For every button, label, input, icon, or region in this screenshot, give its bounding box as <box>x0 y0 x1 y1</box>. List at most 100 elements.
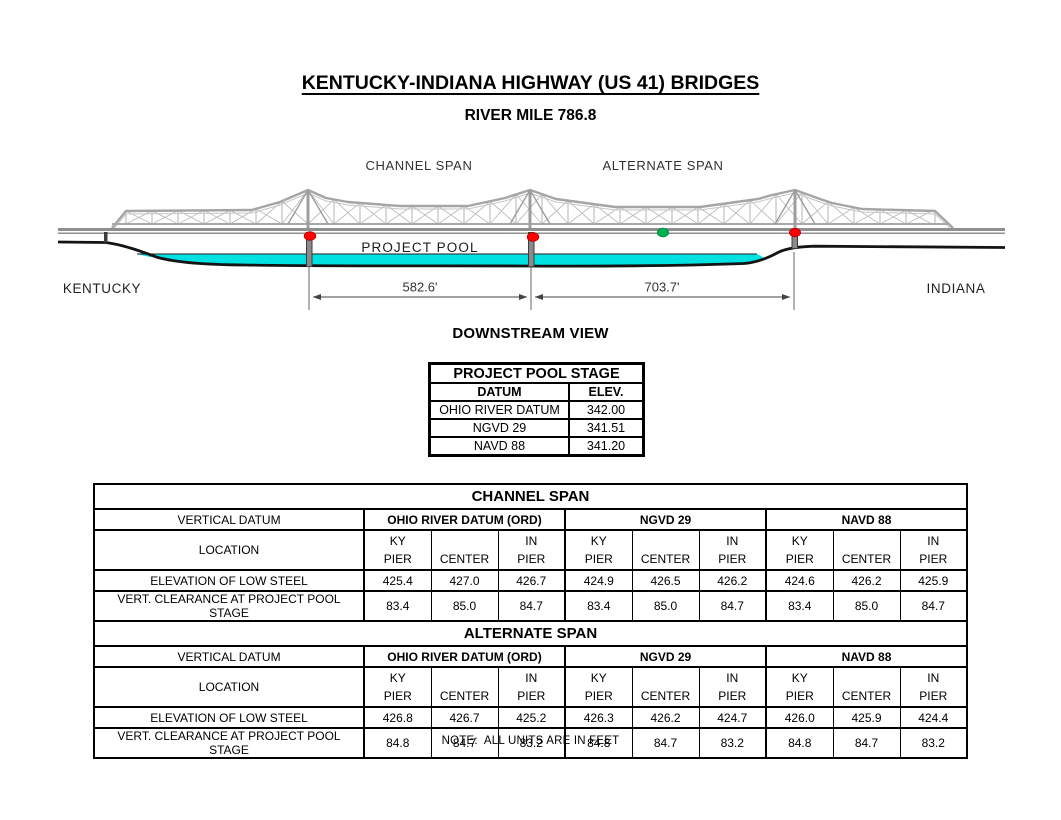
elev-cell: 342.00 <box>568 400 645 420</box>
table-row: OHIO RIVER DATUM 342.00 <box>428 400 645 420</box>
truss-top-chord <box>111 188 954 229</box>
datum-header-row: VERTICAL DATUM OHIO RIVER DATUM (ORD) NG… <box>93 508 968 531</box>
project-pool-label: PROJECT POOL <box>361 240 478 255</box>
table-row: NGVD 29 341.51 <box>428 418 645 438</box>
datum-group-header: NAVD 88 <box>765 645 968 668</box>
location-header-row: LOCATION KY PIER CENTER IN PIER KY PIER CEN… <box>93 666 968 708</box>
bridge-elevation-drawing: CHANNEL SPAN ALTERNATE SPAN PROJECT POOL… <box>57 158 1006 310</box>
view-caption: DOWNSTREAM VIEW <box>452 325 609 342</box>
elev-value: 424.7 <box>698 706 767 729</box>
clearance-label: VERT. CLEARANCE AT PROJECT POOL STAGE <box>93 590 365 622</box>
clearance-value: 83.4 <box>363 590 432 622</box>
elevation-label: ELEVATION OF LOW STEEL <box>93 569 365 592</box>
elev-value: 426.2 <box>631 706 700 729</box>
project-pool-stage-table: PROJECT POOL STAGE DATUM ELEV. OHIO RIVE… <box>428 362 645 457</box>
units-note: NOTE: ALL UNITS ARE IN FEET <box>441 735 620 747</box>
elev-cell: 341.20 <box>568 436 645 457</box>
kentucky-label: KENTUCKY <box>63 281 141 296</box>
clearance-label: VERT. CLEARANCE AT PROJECT POOL STAGE <box>93 727 365 759</box>
datum-group-header: OHIO RIVER DATUM (ORD) <box>363 645 566 668</box>
page-title: KENTUCKY-INDIANA HIGHWAY (US 41) BRIDGES <box>301 72 760 94</box>
table-row: DATUM ELEV. <box>428 382 645 402</box>
alternate-span-label: ALTERNATE SPAN <box>602 158 723 173</box>
elev-value: 426.0 <box>765 706 834 729</box>
page-subtitle: RIVER MILE 786.8 <box>464 107 597 124</box>
datum-cell: NGVD 29 <box>428 418 570 438</box>
clearance-value: 85.0 <box>832 590 901 622</box>
clearance-value: 83.2 <box>698 727 767 759</box>
pier-markers <box>303 227 802 242</box>
clearance-value: 84.7 <box>430 727 499 759</box>
red-pier-marker <box>526 232 540 242</box>
shoreline <box>57 240 1006 268</box>
elev-value: 426.7 <box>430 706 499 729</box>
elev-value: 424.4 <box>899 706 968 729</box>
pier-header: KY PIER <box>363 666 432 708</box>
clearance-value: 84.8 <box>765 727 834 759</box>
clearance-value: 84.7 <box>899 590 968 622</box>
pier-header: IN PIER <box>698 666 767 708</box>
clearance-value: 83.2 <box>899 727 968 759</box>
elev-value: 426.8 <box>363 706 432 729</box>
datum-group-header: NGVD 29 <box>564 508 767 531</box>
pier-header: KY PIER <box>765 529 834 571</box>
datum-group-header: NGVD 29 <box>564 645 767 668</box>
location-label: LOCATION <box>93 529 365 571</box>
datum-header-row: VERTICAL DATUM OHIO RIVER DATUM (ORD) NG… <box>93 645 968 668</box>
section-title-row: ALTERNATE SPAN <box>93 620 968 647</box>
elev-value: 425.2 <box>497 706 566 729</box>
alternate-span-dimension: 703.7' <box>644 280 679 295</box>
pier-header: CENTER <box>631 666 700 708</box>
pier-header: IN PIER <box>899 529 968 571</box>
elev-value: 425.9 <box>832 706 901 729</box>
pier-header: KY PIER <box>363 529 432 571</box>
clearance-row: VERT. CLEARANCE AT PROJECT POOL STAGE 83… <box>93 590 968 622</box>
channel-span-label: CHANNEL SPAN <box>366 158 473 173</box>
pier-header: IN PIER <box>497 529 566 571</box>
pier-header: KY PIER <box>765 666 834 708</box>
datum-cell: NAVD 88 <box>428 436 570 457</box>
table-row: PROJECT POOL STAGE <box>428 362 645 384</box>
pier-header: CENTER <box>430 666 499 708</box>
clearance-value: 83.2 <box>497 727 566 759</box>
elevation-row: ELEVATION OF LOW STEEL 425.4 427.0 426.7… <box>93 569 968 592</box>
truss-towers <box>287 189 816 229</box>
elev-value: 426.5 <box>631 569 700 592</box>
pier-header: CENTER <box>832 666 901 708</box>
green-center-marker <box>657 227 670 238</box>
dimension-lines <box>308 252 795 310</box>
vertical-datum-label: VERTICAL DATUM <box>93 508 365 531</box>
elevation-row: ELEVATION OF LOW STEEL 426.8 426.7 425.2… <box>93 706 968 729</box>
vertical-datum-label: VERTICAL DATUM <box>93 645 365 668</box>
elev-value: 426.3 <box>564 706 633 729</box>
elev-value: 424.6 <box>765 569 834 592</box>
pier-header: IN PIER <box>899 666 968 708</box>
pier-header: CENTER <box>832 529 901 571</box>
span-clearance-table: CHANNEL SPAN VERTICAL DATUM OHIO RIVER D… <box>93 483 968 759</box>
elev-value: 426.7 <box>497 569 566 592</box>
clearance-value: 84.7 <box>631 727 700 759</box>
pool-table-title: PROJECT POOL STAGE <box>428 362 645 384</box>
elev-value: 427.0 <box>430 569 499 592</box>
clearance-value: 84.7 <box>698 590 767 622</box>
river-water <box>137 254 764 267</box>
pier-header: IN PIER <box>497 666 566 708</box>
elev-value: 424.9 <box>564 569 633 592</box>
clearance-value: 85.0 <box>430 590 499 622</box>
location-header-row: LOCATION KY PIER CENTER IN PIER KY PIER CEN… <box>93 529 968 571</box>
truss-web <box>111 188 954 232</box>
clearance-value: 84.8 <box>564 727 633 759</box>
datum-cell: OHIO RIVER DATUM <box>428 400 570 420</box>
elev-value: 426.2 <box>832 569 901 592</box>
location-label: LOCATION <box>93 666 365 708</box>
elev-value: 425.4 <box>363 569 432 592</box>
elev-cell: 341.51 <box>568 418 645 438</box>
section-title-row: CHANNEL SPAN <box>93 483 968 510</box>
clearance-value: 84.7 <box>497 590 566 622</box>
clearance-value: 84.7 <box>832 727 901 759</box>
indiana-label: INDIANA <box>927 281 986 296</box>
alternate-span-table-title: ALTERNATE SPAN <box>93 620 968 647</box>
table-row: NAVD 88 341.20 <box>428 436 645 457</box>
pier-header: KY PIER <box>564 666 633 708</box>
channel-span-dimension: 582.6' <box>402 280 437 295</box>
